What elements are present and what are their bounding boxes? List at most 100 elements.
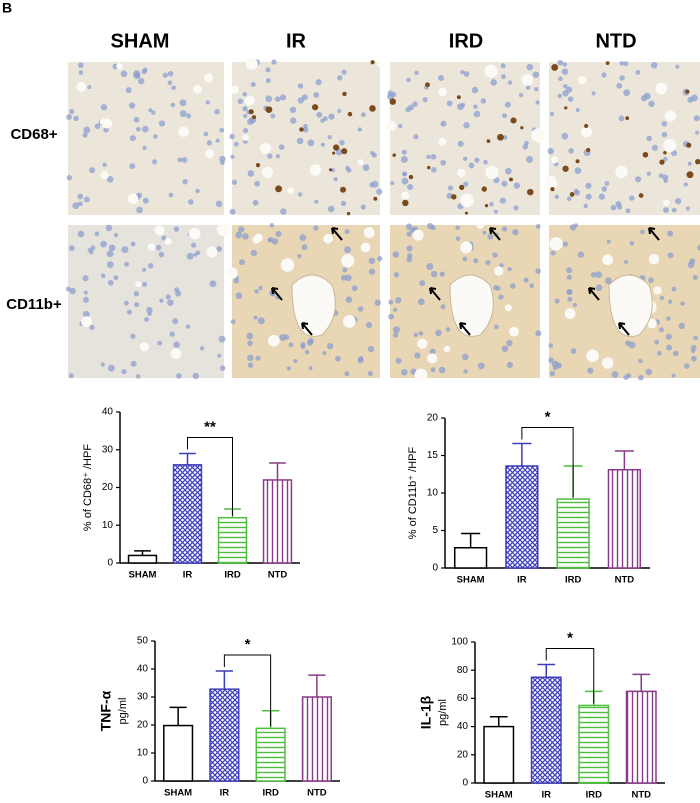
- nucleus: [179, 99, 187, 107]
- nucleus: [526, 63, 534, 71]
- nucleus: [529, 283, 535, 289]
- nucleus: [89, 324, 95, 330]
- y-tick-label: 100: [451, 637, 468, 648]
- nucleus: [297, 253, 302, 259]
- x-tick-label: IRD: [224, 570, 241, 581]
- nucleus: [390, 181, 395, 186]
- nucleus: [65, 286, 71, 292]
- stained-cell: [370, 60, 375, 65]
- vacuole: [564, 308, 576, 320]
- stained-cell: [265, 106, 273, 114]
- vacuole: [267, 334, 280, 347]
- x-tick-label: NTD: [631, 790, 651, 801]
- nucleus: [638, 358, 643, 364]
- nucleus: [177, 157, 183, 163]
- vacuole: [485, 165, 499, 180]
- nucleus: [558, 76, 563, 82]
- nucleus: [301, 244, 308, 251]
- stained-cell: [252, 115, 257, 120]
- nucleus: [646, 171, 651, 176]
- nucleus: [570, 348, 577, 354]
- bar: [530, 676, 562, 784]
- significance-bracket: [521, 427, 574, 497]
- nucleus: [313, 225, 319, 231]
- nucleus: [289, 106, 297, 114]
- x-tick-label: IR: [542, 790, 552, 801]
- bar: [255, 727, 286, 782]
- nucleus: [144, 317, 149, 322]
- y-tick-label: 30: [137, 692, 149, 703]
- stained-cell: [551, 63, 559, 71]
- nucleus: [554, 298, 560, 304]
- nucleus: [94, 123, 101, 129]
- nucleus: [233, 141, 239, 147]
- nucleus: [480, 98, 487, 104]
- vacuole: [385, 120, 397, 131]
- nucleus: [219, 127, 225, 133]
- nucleus: [666, 316, 671, 321]
- nucleus: [648, 100, 655, 107]
- vacuole: [360, 242, 371, 253]
- vacuole: [412, 229, 424, 241]
- nucleus: [339, 139, 345, 146]
- column-header: IR: [286, 30, 307, 52]
- significance-label: *: [545, 408, 551, 425]
- nucleus: [162, 72, 168, 78]
- nucleus: [562, 241, 568, 247]
- y-tick-label: 10: [102, 520, 114, 531]
- vacuole: [443, 345, 451, 353]
- stained-cell: [663, 150, 667, 155]
- nucleus: [550, 250, 556, 256]
- nucleus: [525, 85, 531, 90]
- y-tick-label: 40: [457, 721, 469, 732]
- stained-cell: [642, 151, 649, 158]
- nucleus: [574, 223, 579, 228]
- nucleus: [693, 115, 700, 122]
- nucleus: [651, 144, 658, 151]
- nucleus: [286, 366, 291, 371]
- nucleus: [368, 268, 376, 275]
- vacuole: [226, 267, 238, 279]
- nucleus: [440, 304, 446, 310]
- nucleus: [173, 341, 180, 348]
- y-axis-unit: pg/ml: [117, 698, 129, 725]
- nucleus: [446, 192, 453, 199]
- nucleus: [168, 192, 174, 198]
- nucleus: [125, 87, 132, 94]
- nucleus: [371, 180, 379, 188]
- x-tick-label: NTD: [307, 788, 327, 799]
- vacuole: [521, 74, 534, 86]
- vacuole: [357, 159, 364, 166]
- nucleus: [171, 85, 176, 91]
- y-tick-label: 5: [432, 525, 438, 536]
- nucleus: [426, 263, 434, 270]
- stained-cell: [569, 192, 575, 197]
- nucleus: [523, 277, 529, 283]
- vacuole: [601, 357, 614, 369]
- nucleus: [430, 270, 438, 278]
- nucleus: [461, 353, 469, 361]
- nucleus: [406, 256, 413, 263]
- nucleus: [618, 115, 625, 122]
- nucleus: [501, 345, 509, 352]
- nucleus: [460, 69, 465, 75]
- nucleus: [654, 339, 660, 345]
- nucleus: [401, 177, 409, 185]
- nucleus: [217, 353, 222, 358]
- row-label: CD68+: [10, 126, 57, 143]
- nucleus: [320, 142, 325, 147]
- arrow: [459, 322, 471, 336]
- nucleus: [172, 318, 179, 325]
- y-axis-label: IL-1β: [418, 695, 434, 729]
- nucleus: [489, 201, 494, 207]
- stained-cell: [346, 211, 351, 216]
- stained-cell: [575, 159, 580, 164]
- nucleus: [658, 173, 664, 178]
- nucleus: [126, 309, 132, 315]
- y-tick-label: 60: [457, 693, 469, 704]
- nucleus: [300, 341, 306, 348]
- nucleus: [671, 373, 676, 378]
- nucleus: [439, 271, 445, 277]
